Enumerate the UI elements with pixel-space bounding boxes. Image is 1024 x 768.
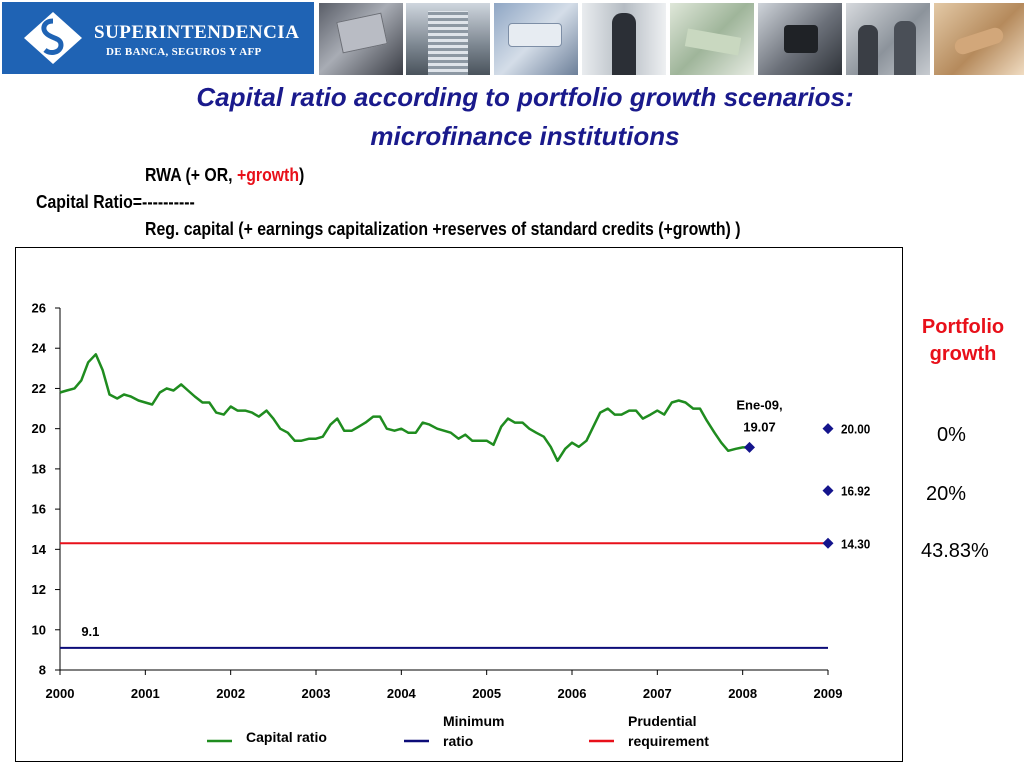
y-tick-label: 8: [39, 663, 46, 678]
scenario-marker-label: 14.30: [841, 537, 870, 552]
y-tick-label: 14: [32, 542, 47, 557]
banner-photo-businessman: [582, 3, 666, 75]
x-tick-label: 2006: [558, 686, 587, 701]
portfolio-growth-title-line-1: Portfolio: [921, 316, 1005, 338]
chart-legend: Capital ratio Minimum ratio Prudential requi…: [207, 713, 709, 749]
y-tick-label: 10: [32, 622, 46, 637]
legend-label: requirement: [628, 733, 709, 749]
x-tick-label: 2001: [131, 686, 160, 701]
x-tick-label: 2008: [728, 686, 757, 701]
legend-label: Prudential: [628, 713, 696, 729]
scenario-marker: [743, 441, 755, 453]
ene09-annotation-line-1: Ene-09,: [736, 397, 782, 412]
header-banner: SUPERINTENDENCIA DE BANCA, SEGUROS Y AFP: [0, 0, 1024, 77]
chart-axes: 8 10 12 14 16 18 20 22 24 26 2000 2001 2002 2003 2004 2…: [32, 301, 843, 702]
legend-label: Minimum: [443, 713, 504, 729]
x-tick-label: 2000: [46, 686, 75, 701]
minimum-ratio-label: 9.1: [81, 624, 99, 639]
formula-numerator: RWA (+ OR, +growth): [145, 165, 304, 186]
logo-name: SUPERINTENDENCIA: [94, 22, 300, 43]
formula-lhs: Capital Ratio=----------: [36, 192, 195, 212]
portfolio-growth-title-line-2: growth: [929, 343, 997, 365]
portfolio-growth-value: 20%: [926, 483, 967, 505]
title-line-2: microfinance institutions: [370, 121, 680, 151]
banner-photo-building: [406, 3, 490, 75]
banner-photo-handshake: [934, 3, 1024, 75]
legend-label: Capital ratio: [246, 729, 327, 745]
banner-photo-keyboard: [494, 3, 578, 75]
legend-label: ratio: [443, 733, 473, 749]
banner-photo-card-terminal: [758, 3, 842, 75]
scenario-marker-label: 16.92: [841, 484, 870, 499]
scenario-marker-label: 20.00: [841, 422, 870, 437]
chart-annotations: Ene-09, 19.07 9.1: [81, 397, 782, 639]
y-tick-label: 24: [32, 341, 47, 356]
chart-markers: 20.00 16.92 14.30: [743, 422, 870, 552]
x-tick-label: 2009: [814, 686, 843, 701]
scenario-marker: [822, 537, 834, 549]
x-tick-label: 2007: [643, 686, 672, 701]
x-tick-label: 2004: [387, 686, 417, 701]
formula-denominator: Reg. capital (+ earnings capitalization …: [145, 219, 741, 239]
banner-photo-meeting: [846, 3, 930, 75]
chart-frame: 8 10 12 14 16 18 20 22 24 26 2000 2001 2002 2003 2004 2…: [15, 247, 903, 762]
logo: SUPERINTENDENCIA DE BANCA, SEGUROS Y AFP: [2, 2, 314, 74]
chart-series: [59, 353, 828, 649]
scenario-marker: [822, 485, 834, 497]
y-tick-label: 20: [32, 421, 46, 436]
portfolio-growth-title: Portfolio growth: [905, 314, 1021, 368]
x-tick-label: 2005: [472, 686, 501, 701]
formula-growth: +growth: [236, 165, 300, 185]
x-tick-label: 2003: [302, 686, 331, 701]
title-line-1: Capital ratio according to portfolio gro…: [196, 82, 854, 112]
scenario-marker: [822, 423, 834, 435]
portfolio-growth-value: 0%: [937, 424, 966, 446]
y-tick-label: 16: [32, 502, 46, 517]
y-tick-label: 26: [32, 301, 46, 316]
x-tick-label: 2002: [216, 686, 245, 701]
capital-ratio-chart: 8 10 12 14 16 18 20 22 24 26 2000 2001 2002 2003 2004 2…: [32, 301, 871, 750]
slide-title: Capital ratio according to portfolio gro…: [100, 78, 950, 156]
capital-ratio-line: [59, 353, 750, 463]
formula-numerator-prefix: RWA (+ OR,: [145, 165, 237, 185]
y-tick-label: 22: [32, 381, 46, 396]
portfolio-growth-value: 43.83%: [921, 540, 989, 562]
banner-photo-money: [670, 3, 754, 75]
logo-mark-icon: [24, 12, 82, 64]
formula-numerator-suffix: ): [299, 165, 305, 185]
ene09-annotation-line-2: 19.07: [743, 419, 776, 434]
y-tick-label: 12: [32, 582, 46, 597]
banner-photo-cards: [319, 3, 403, 75]
logo-subtitle: DE BANCA, SEGUROS Y AFP: [106, 46, 262, 58]
y-tick-label: 18: [32, 461, 46, 476]
